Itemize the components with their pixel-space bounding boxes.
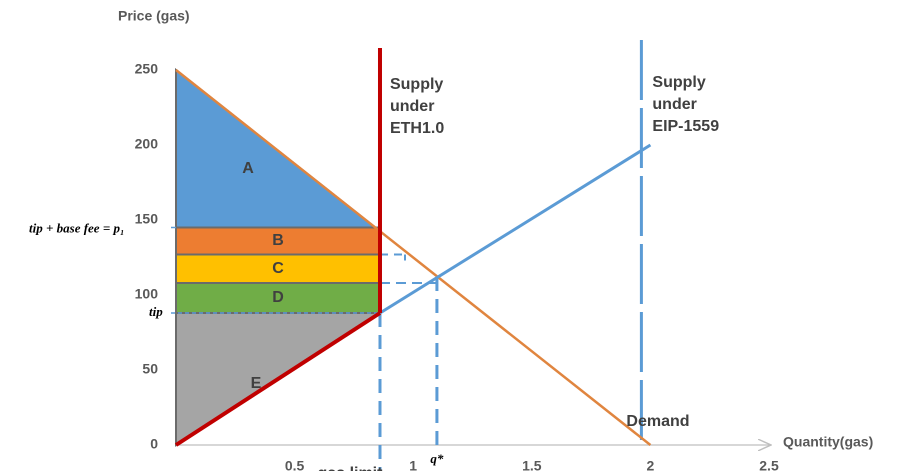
eth1-label: ETH1.0 xyxy=(390,120,444,137)
demand-label: Demand xyxy=(626,413,689,430)
region-label: E xyxy=(251,375,262,392)
x-tick-label: 2.5 xyxy=(759,458,779,471)
y-tick-label: 150 xyxy=(135,211,159,227)
eip1559-label: Supply xyxy=(652,74,705,91)
x-tick-label: 1.5 xyxy=(522,458,542,471)
y-tick-label: 100 xyxy=(135,286,159,302)
eth1-label: under xyxy=(390,98,434,115)
x-tick-label: 2 xyxy=(647,458,655,471)
x-tick-label: 1 xyxy=(409,458,417,471)
p1-label: tip + base fee = p₁ xyxy=(29,220,125,235)
region-label: C xyxy=(272,260,284,277)
x-axis-label: Quantity(gas) xyxy=(783,434,873,450)
tip-line xyxy=(174,311,382,447)
region-label: A xyxy=(242,160,254,177)
region-label: D xyxy=(272,289,284,306)
gas-limit-label: gas limit xyxy=(318,465,384,471)
y-tick-label: 250 xyxy=(135,61,159,77)
demand-curve xyxy=(175,69,652,446)
eip1559-supply xyxy=(379,143,652,315)
y-tick-label: 50 xyxy=(142,361,158,377)
eth1-label: Supply xyxy=(390,76,443,93)
eip1559-label: EIP-1559 xyxy=(652,118,719,135)
y-axis-label: Price (gas) xyxy=(118,8,190,24)
eip1559-label: under xyxy=(652,96,696,113)
q-star-label: q* xyxy=(430,451,444,466)
y-tick-label: 0 xyxy=(150,436,158,452)
tip-label: tip xyxy=(149,304,163,319)
region-label: B xyxy=(272,232,284,249)
y-tick-label: 200 xyxy=(135,136,159,152)
x-tick-label: 0.5 xyxy=(285,458,305,471)
